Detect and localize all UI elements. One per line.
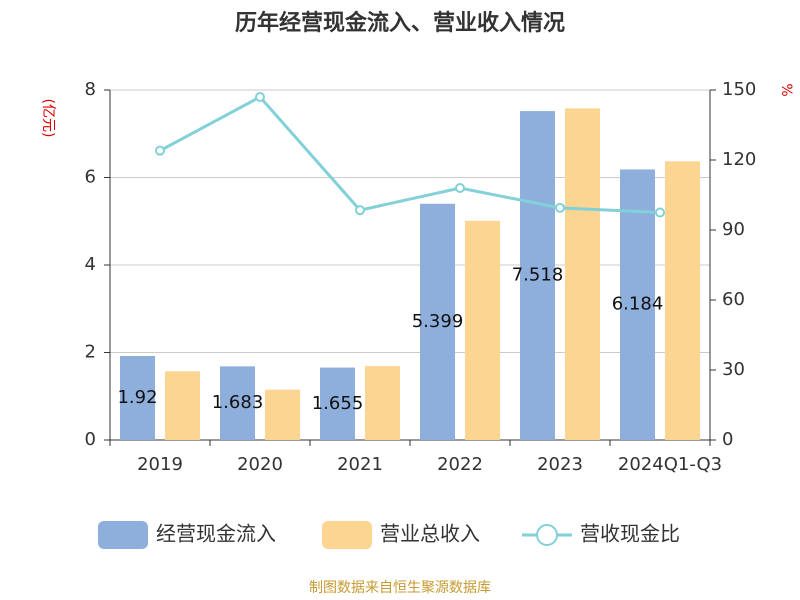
y2-tick-label: 150	[722, 79, 756, 100]
line-point	[155, 145, 165, 156]
bar	[420, 203, 455, 440]
y-tick-label: 0	[85, 429, 96, 450]
y2-tick-label: 60	[722, 289, 745, 310]
legend-label: 营业总收入	[380, 522, 480, 546]
y2-tick-label: 90	[722, 219, 745, 240]
data-label: 5.399	[412, 311, 464, 332]
bar	[165, 371, 200, 440]
y-axis-label: (亿元)	[40, 99, 56, 138]
line	[159, 95, 661, 214]
legend-swatch	[536, 524, 558, 546]
x-tick-label: 2019	[137, 454, 183, 475]
y-tick-label: 8	[85, 79, 96, 100]
y-tick-label: 6	[85, 167, 96, 188]
bar	[520, 111, 555, 441]
chart-title: 历年经营现金流入、营业收入情况	[235, 10, 565, 36]
x-tick-label: 2024Q1-Q3	[618, 454, 722, 475]
data-label: 6.184	[612, 294, 664, 315]
legend-label: 营收现金比	[580, 522, 680, 546]
x-tick-label: 2020	[237, 454, 283, 475]
bar	[265, 389, 300, 440]
bar	[320, 367, 355, 440]
x-tick-label: 2023	[537, 454, 583, 475]
bar	[365, 366, 400, 440]
data-label: 1.655	[312, 393, 364, 414]
source-note: 制图数据来自恒生聚源数据库	[309, 580, 491, 596]
y-tick-label: 4	[85, 254, 96, 275]
x-tick-label: 2021	[337, 454, 383, 475]
bar	[665, 161, 700, 440]
legend-label: 经营现金流入	[156, 522, 276, 546]
y2-tick-label: 30	[722, 359, 745, 380]
bar	[220, 366, 255, 440]
bar	[465, 220, 500, 440]
legend-swatch	[98, 521, 148, 549]
y2-tick-label: 0	[722, 429, 733, 450]
bar	[120, 356, 155, 440]
bar	[620, 169, 655, 440]
data-label: 7.518	[512, 265, 564, 286]
line-point	[655, 207, 665, 218]
data-label: 1.683	[212, 392, 264, 413]
legend-swatch	[322, 521, 372, 549]
line-point	[455, 183, 465, 193]
line-point	[355, 205, 365, 216]
y2-axis-label: %	[778, 83, 794, 96]
line-point	[555, 202, 565, 213]
bar	[565, 108, 600, 440]
data-label: 1.92	[117, 387, 157, 408]
x-tick-label: 2022	[437, 454, 483, 475]
y2-tick-label: 120	[722, 149, 756, 170]
line-point	[255, 92, 265, 102]
y-tick-label: 2	[85, 342, 96, 363]
